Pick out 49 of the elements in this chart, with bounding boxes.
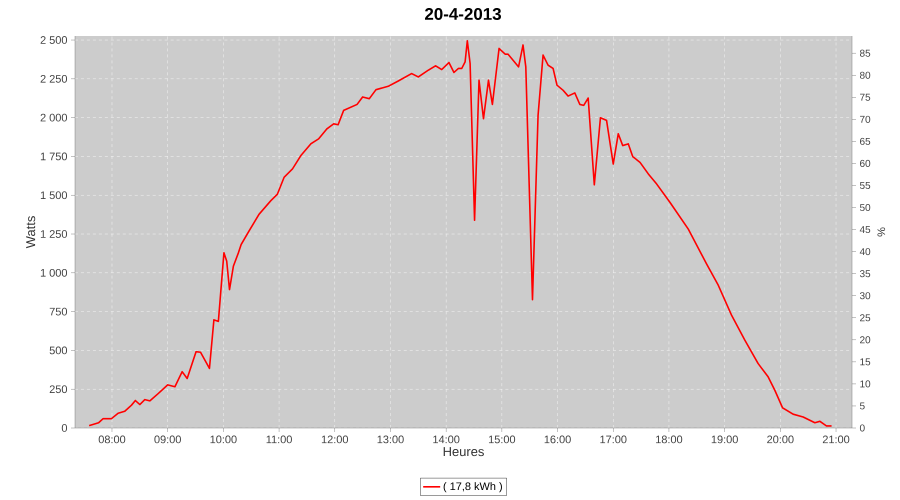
chart-title: 20-4-2013 xyxy=(424,8,501,20)
y2-tick-label: 45 xyxy=(860,226,870,234)
legend-label: ( 17,8 kWh ) xyxy=(444,482,502,492)
y2-tick-label: 70 xyxy=(860,116,870,123)
y2-tick-label: 10 xyxy=(860,380,870,388)
y2-tick-label: 75 xyxy=(860,94,870,101)
y-tick-label: 0 xyxy=(62,424,68,432)
x-tick-label: 11:00 xyxy=(266,436,292,444)
y-tick-label: 2 250 xyxy=(40,74,68,83)
y2-tick-label: 55 xyxy=(860,182,870,189)
y2-tick-label: 60 xyxy=(860,160,870,167)
y2-tick-label: 65 xyxy=(860,138,870,145)
y-tick-label: 1 750 xyxy=(40,152,68,160)
y-tick-label: 1 000 xyxy=(40,268,68,277)
x-tick-label: 17:00 xyxy=(600,436,627,444)
y-tick-label: 2 000 xyxy=(40,114,68,122)
x-tick-label: 18:00 xyxy=(656,436,682,444)
y-tick-label: 1 250 xyxy=(40,230,68,238)
y-axis-title: Watts xyxy=(26,216,36,248)
x-tick-label: 13:00 xyxy=(378,436,404,444)
x-tick-label: 09:00 xyxy=(154,436,181,444)
x-tick-label: 16:00 xyxy=(544,436,571,444)
x-tick-label: 20:00 xyxy=(767,436,794,444)
x-tick-label: 19:00 xyxy=(712,436,738,444)
x-tick-label: 21:00 xyxy=(822,436,850,444)
x-tick-label: 12:00 xyxy=(322,436,348,444)
x-tick-label: 10:00 xyxy=(210,436,237,444)
y2-axis-title: % xyxy=(877,228,886,236)
y-tick-label: 2 500 xyxy=(40,36,68,44)
line-series xyxy=(88,40,832,427)
y2-tick-label: 80 xyxy=(860,72,870,79)
y2-tick-label: 0 xyxy=(860,424,865,432)
y2-tick-label: 85 xyxy=(860,50,870,57)
y-tick-label: 750 xyxy=(50,308,68,316)
y-tick-label: 500 xyxy=(50,346,68,354)
y2-tick-label: 35 xyxy=(860,270,870,278)
y-tick-label: 1 500 xyxy=(40,191,68,200)
y2-tick-label: 30 xyxy=(860,292,870,300)
x-tick-label: 15:00 xyxy=(488,436,516,444)
x-tick-label: 08:00 xyxy=(98,436,126,444)
y2-tick-label: 5 xyxy=(860,402,865,410)
y2-tick-label: 20 xyxy=(860,336,870,344)
y2-tick-label: 40 xyxy=(860,248,870,256)
y2-tick-label: 50 xyxy=(860,204,870,212)
y-tick-label: 250 xyxy=(50,385,68,394)
x-axis-title: Heures xyxy=(444,447,484,456)
y2-tick-label: 15 xyxy=(860,358,870,366)
y2-tick-label: 25 xyxy=(860,314,870,322)
x-tick-label: 14:00 xyxy=(433,436,460,444)
